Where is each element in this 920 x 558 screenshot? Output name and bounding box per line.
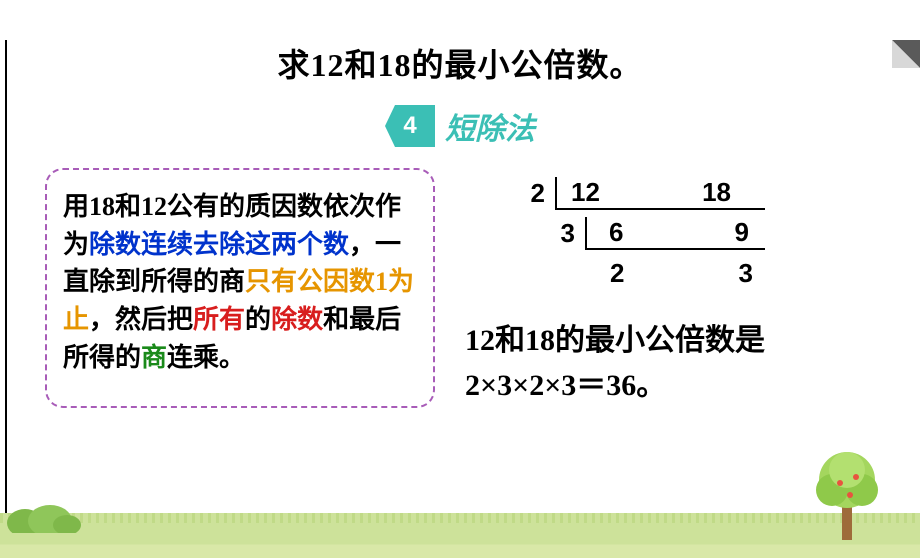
content-area: 用18和12公有的质因数依次作为除数连续去除这两个数，一直除到所得的商只有公因数… bbox=[0, 168, 920, 408]
sd-row-3: 2 3 bbox=[610, 253, 875, 293]
sd-divisor-1: 2 bbox=[515, 178, 555, 209]
sd-row-1: 2 12 18 bbox=[515, 173, 875, 213]
tree-decoration bbox=[812, 445, 882, 540]
desc-divisor-word: 除数 bbox=[271, 305, 323, 334]
desc-divisor-text: 除数连续去除这两个数 bbox=[89, 230, 349, 259]
badge-number: 4 bbox=[403, 112, 416, 140]
method-badge: 4 短除法 bbox=[0, 104, 920, 148]
description-box: 用18和12公有的质因数依次作为除数连续去除这两个数，一直除到所得的商只有公因数… bbox=[45, 168, 435, 408]
calculation-area: 2 12 18 3 6 9 2 3 12和18的最小公倍数是 2×3×2×3＝ bbox=[465, 168, 875, 408]
sd-r3-right: 3 bbox=[670, 258, 765, 289]
desc-p3: ，然后把 bbox=[89, 305, 193, 334]
sd-bracket-2: 6 9 bbox=[585, 217, 765, 250]
desc-p6: 连乘。 bbox=[167, 343, 245, 372]
sd-divisor-2: 3 bbox=[545, 218, 585, 249]
short-division: 2 12 18 3 6 9 2 3 bbox=[515, 173, 875, 293]
sd-r2-right: 9 bbox=[671, 217, 761, 248]
conclusion-line2: 2×3×2×3＝36。 bbox=[465, 363, 875, 408]
desc-quotient-word: 商 bbox=[141, 343, 167, 372]
conclusion-line1: 12和18的最小公倍数是 bbox=[465, 318, 875, 363]
page-title: 求12和18的最小公倍数。 bbox=[0, 40, 920, 86]
desc-all-text: 所有 bbox=[193, 305, 245, 334]
bush-decoration bbox=[5, 493, 85, 533]
sd-r1-right: 18 bbox=[651, 177, 741, 208]
page-corner-fold bbox=[892, 40, 920, 68]
left-margin-line bbox=[5, 40, 7, 513]
sd-row-2: 3 6 9 bbox=[545, 213, 875, 253]
sd-bracket-1: 12 18 bbox=[555, 177, 765, 210]
method-name: 短除法 bbox=[445, 104, 535, 148]
conclusion: 12和18的最小公倍数是 2×3×2×3＝36。 bbox=[465, 318, 875, 408]
sd-r2-left: 6 bbox=[601, 217, 671, 248]
sd-r1-left: 12 bbox=[571, 177, 651, 208]
sd-r3-left: 2 bbox=[610, 258, 670, 289]
badge-shape: 4 bbox=[385, 105, 435, 147]
desc-p4: 的 bbox=[245, 305, 271, 334]
ground-decoration bbox=[0, 513, 920, 558]
